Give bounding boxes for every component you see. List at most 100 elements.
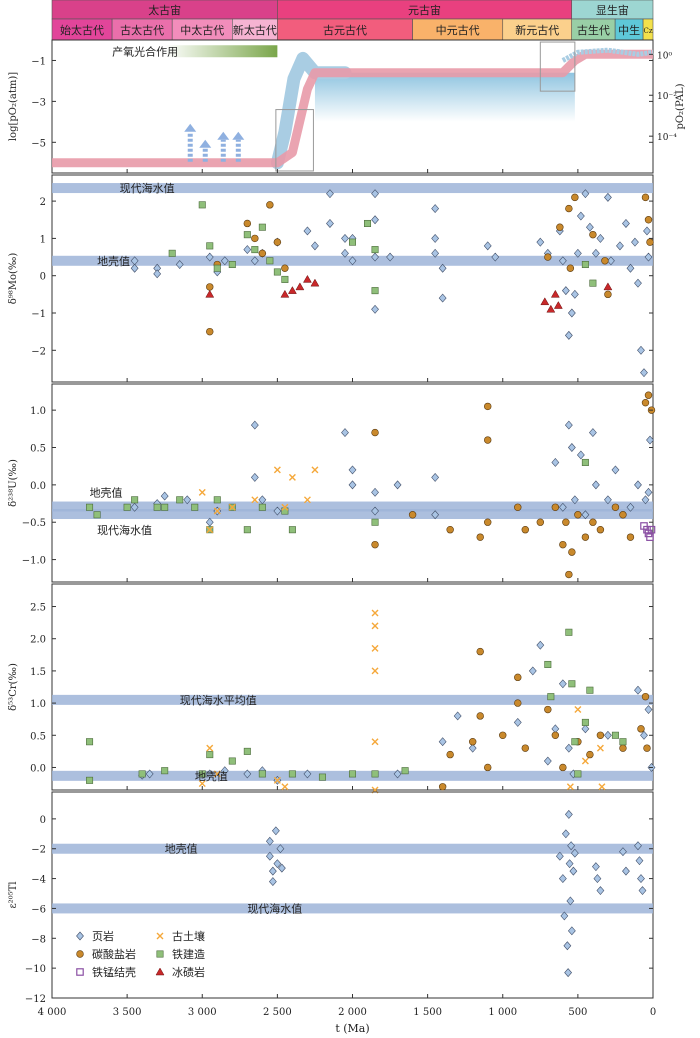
data-point <box>567 443 576 452</box>
data-point <box>634 685 642 695</box>
data-point <box>573 248 582 258</box>
data-point <box>130 502 139 512</box>
data-point <box>86 776 94 784</box>
data-point <box>596 731 605 739</box>
data-point <box>311 466 319 474</box>
data-point <box>555 851 564 861</box>
data-point <box>546 304 556 313</box>
data-point <box>581 261 589 269</box>
series-mo <box>130 189 653 378</box>
data-point <box>280 289 290 298</box>
y-tick-label: −2 <box>31 845 46 856</box>
reference-band <box>52 501 653 512</box>
arrow-head <box>199 139 212 148</box>
data-point <box>265 851 274 861</box>
data-point <box>371 428 379 437</box>
data-point <box>243 231 251 239</box>
data-point <box>288 526 296 534</box>
data-point <box>273 776 281 784</box>
y-axis-label: δ⁹⁸Mo(‰) <box>8 253 19 305</box>
data-point <box>371 667 379 675</box>
data-point <box>250 256 259 266</box>
data-point <box>536 237 545 247</box>
data-point <box>570 289 579 299</box>
data-point <box>476 533 484 541</box>
data-point <box>484 763 492 772</box>
data-point <box>138 770 146 778</box>
data-point <box>634 278 642 288</box>
x-tick-label: 0 <box>650 1007 656 1018</box>
data-point <box>581 189 590 199</box>
data-point <box>581 533 590 541</box>
data-point <box>273 506 282 516</box>
data-point <box>589 230 597 239</box>
data-point <box>311 241 319 251</box>
data-point <box>565 628 573 636</box>
reference-label: 地壳值 <box>97 254 130 268</box>
data-point <box>603 282 613 291</box>
data-point <box>371 622 379 630</box>
data-point <box>576 211 585 221</box>
y-tick-label: 0 <box>40 815 46 826</box>
data-point <box>161 767 169 775</box>
data-point <box>145 769 154 779</box>
series-u <box>130 420 654 527</box>
y-tick-label: 1 <box>40 234 46 245</box>
data-point <box>564 743 573 753</box>
data-point <box>431 472 440 482</box>
data-point <box>476 647 484 656</box>
data-point <box>371 506 379 516</box>
data-point <box>160 491 169 501</box>
data-point <box>567 841 576 851</box>
data-point <box>228 757 236 765</box>
arrow-head <box>232 131 245 140</box>
data-point <box>268 866 277 876</box>
series-u <box>86 458 589 534</box>
data-point <box>371 252 379 262</box>
data-point <box>371 304 379 314</box>
data-point <box>566 896 575 906</box>
data-point <box>393 769 402 779</box>
panel-oxygen: 产氧光合作用 10⁰ 10⁻² 10⁻⁴ pO₂(PAL) −1 −3 −5 log[pO₂(a… <box>8 39 686 174</box>
eon-label: 元古宙 <box>408 3 441 17</box>
data-point <box>570 848 579 858</box>
data-point <box>156 932 164 940</box>
data-point <box>637 725 645 733</box>
data-point <box>266 257 274 265</box>
data-point <box>273 466 281 474</box>
data-point <box>528 666 537 676</box>
y-axis-label: δ⁵³Cr(‰) <box>8 663 19 711</box>
data-point <box>563 941 572 951</box>
data-point <box>564 420 573 430</box>
data-point <box>348 238 356 246</box>
y-tick-label: −6 <box>31 904 46 915</box>
data-point <box>243 526 251 534</box>
data-point <box>484 518 492 526</box>
data-point <box>601 257 609 265</box>
reference-label: 现代海水值 <box>97 523 152 537</box>
data-point <box>611 465 620 475</box>
x-tick-label: 1 000 <box>488 1007 517 1018</box>
data-point <box>408 511 417 519</box>
era-label: 新太古代 <box>233 23 277 37</box>
data-point <box>574 770 582 778</box>
legend-item: 页岩 <box>76 929 114 943</box>
data-point <box>341 233 349 243</box>
data-point <box>637 345 645 355</box>
reference-label: 现代海水值 <box>120 181 175 195</box>
data-point <box>281 783 289 791</box>
data-point <box>258 249 267 258</box>
era-label: 新元古代 <box>515 23 559 37</box>
y-tick-label: −2 <box>31 346 46 357</box>
data-point <box>604 495 612 505</box>
data-point <box>205 252 214 262</box>
data-point <box>543 756 552 766</box>
data-point <box>265 836 274 846</box>
data-point <box>431 204 440 214</box>
data-point <box>581 458 589 466</box>
data-point <box>569 866 578 876</box>
data-point <box>641 495 650 505</box>
data-point <box>206 751 214 759</box>
